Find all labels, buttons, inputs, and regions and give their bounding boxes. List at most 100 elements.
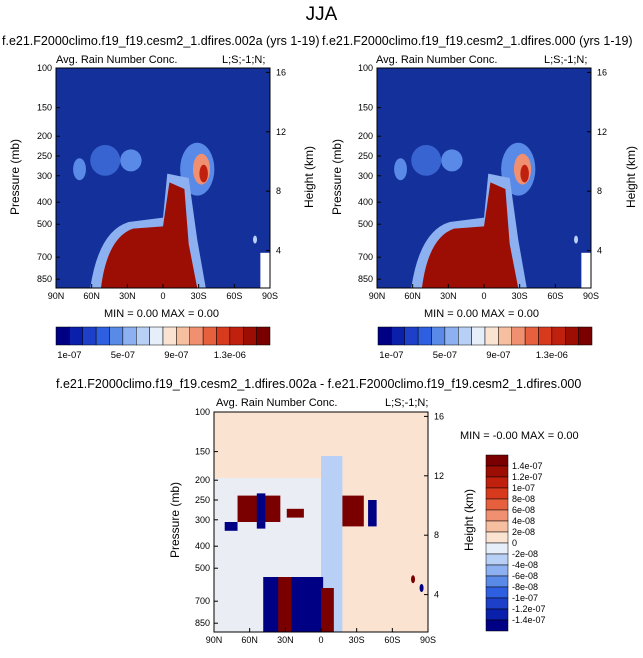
colorbar-swatch xyxy=(485,553,509,566)
y-tick-label: 850 xyxy=(195,618,210,628)
y-right-tick-label: 12 xyxy=(434,471,444,481)
colorbar-swatch xyxy=(485,465,509,478)
y-tick-label: 500 xyxy=(195,563,210,573)
y-tick-label: 500 xyxy=(37,219,52,229)
colorbar-swatch xyxy=(485,619,509,632)
panel2-field: 90N 60N 30N 0 30S 60S 90S 100 150 200 250 300 400 500… xyxy=(358,63,607,301)
colorbar-swatch xyxy=(256,326,271,346)
y-right-tick-label: 8 xyxy=(434,530,439,540)
field-blob xyxy=(394,158,407,181)
y-tick-label: 100 xyxy=(37,63,52,73)
y-tick-label: 250 xyxy=(195,495,210,505)
y-tick-label: 700 xyxy=(195,596,210,606)
y-tick-label: 250 xyxy=(37,151,52,161)
panel1-title: f.e21.F2000climo.f19_f19.cesm2_1.dfires.… xyxy=(2,34,320,48)
colorbar-label: 5e-07 xyxy=(433,350,457,361)
colorbar-swatch xyxy=(485,586,509,599)
panel2-subtitle-right: L;S;-1;N; xyxy=(544,54,588,66)
panel2-stats: MIN = 0.00 MAX = 0.00 xyxy=(424,308,539,320)
y-tick-label: 150 xyxy=(358,103,373,113)
colorbar-label: 2e-08 xyxy=(512,527,535,537)
panel2-title: f.e21.F2000climo.f19_f19.cesm2_1.dfires.… xyxy=(322,34,633,48)
x-tick-label: 60S xyxy=(384,635,400,645)
y-right-tick-label: 4 xyxy=(597,246,602,256)
colorbar-swatch xyxy=(578,326,593,346)
x-tick-label: 0 xyxy=(318,635,323,645)
colorbar-label: 5e-07 xyxy=(111,350,135,361)
panel3-ylabel-right: Height (km) xyxy=(462,489,476,552)
y-right-tick-label: 8 xyxy=(276,186,281,196)
colorbar-swatch xyxy=(485,564,509,577)
x-tick-label: 60S xyxy=(547,291,563,301)
panel3-colorbar: 1.4e-071.2e-071e-078e-086e-084e-082e-080… xyxy=(485,454,546,632)
panel1-stats: MIN = 0.00 MAX = 0.00 xyxy=(104,308,219,320)
field-blob xyxy=(411,575,416,584)
field-blob xyxy=(73,158,86,181)
panel3-ylabel: Pressure (mb) xyxy=(168,482,182,559)
colorbar-swatch xyxy=(485,498,509,511)
field-missing xyxy=(260,252,270,288)
colorbar-label: -4e-08 xyxy=(512,560,538,570)
y-tick-label: 300 xyxy=(358,171,373,181)
colorbar-label: 1e-07 xyxy=(57,350,81,361)
y-tick-label: 700 xyxy=(37,252,52,262)
x-tick-label: 30N xyxy=(440,291,457,301)
x-tick-label: 0 xyxy=(481,291,486,301)
x-tick-label: 30N xyxy=(277,635,294,645)
x-tick-label: 90S xyxy=(262,291,278,301)
colorbar-label: 9e-07 xyxy=(164,350,188,361)
field-blob xyxy=(441,149,463,172)
x-tick-label: 60N xyxy=(404,291,421,301)
panel3-stats: MIN = -0.00 MAX = 0.00 xyxy=(460,430,579,442)
field-blob xyxy=(368,500,377,527)
colorbar-label: -8e-08 xyxy=(512,582,538,592)
colorbar-label: -1.2e-07 xyxy=(512,604,546,614)
y-tick-label: 100 xyxy=(358,63,373,73)
field-blob xyxy=(291,577,324,632)
colorbar-label: -6e-08 xyxy=(512,571,538,581)
y-tick-label: 850 xyxy=(358,274,373,284)
x-tick-label: 30S xyxy=(512,291,528,301)
field-blob xyxy=(286,508,304,518)
x-tick-label: 0 xyxy=(160,291,165,301)
field-blob xyxy=(278,577,292,632)
colorbar-swatch xyxy=(485,520,509,533)
x-tick-label: 90S xyxy=(583,291,599,301)
colorbar-label: 1.2e-07 xyxy=(512,472,543,482)
colorbar-label: 9e-07 xyxy=(486,350,510,361)
field-blob xyxy=(253,235,258,244)
y-tick-label: 850 xyxy=(37,274,52,284)
y-tick-label: 400 xyxy=(195,541,210,551)
colorbar-swatch xyxy=(485,454,509,467)
panel1-subtitle-left: Avg. Rain Number Conc. xyxy=(56,54,178,66)
y-tick-label: 200 xyxy=(195,475,210,485)
panel1-subtitle-right: L;S;-1;N; xyxy=(222,54,266,66)
field-blob xyxy=(421,182,519,288)
y-tick-label: 200 xyxy=(358,131,373,141)
x-tick-label: 90N xyxy=(48,291,65,301)
y-tick-label: 100 xyxy=(195,407,210,417)
panel3-title: f.e21.F2000climo.f19_f19.cesm2_1.dfires.… xyxy=(56,377,582,391)
colorbar-swatch xyxy=(485,608,509,621)
y-tick-label: 250 xyxy=(358,151,373,161)
colorbar-label: -1.4e-07 xyxy=(512,615,546,625)
y-right-tick-label: 16 xyxy=(597,67,607,77)
x-tick-label: 90N xyxy=(369,291,386,301)
y-tick-label: 400 xyxy=(358,197,373,207)
field-blob xyxy=(224,522,238,531)
field-blob xyxy=(520,164,529,183)
colorbar-label: 4e-08 xyxy=(512,516,535,526)
colorbar-label: 8e-08 xyxy=(512,494,535,504)
y-tick-label: 150 xyxy=(37,103,52,113)
field-blob xyxy=(411,145,442,176)
y-right-tick-label: 16 xyxy=(434,411,444,421)
colorbar-swatch xyxy=(485,575,509,588)
field-blob xyxy=(321,588,334,632)
y-tick-label: 500 xyxy=(358,219,373,229)
field-blob xyxy=(256,493,266,529)
colorbar-label: 6e-08 xyxy=(512,505,535,515)
y-tick-label: 700 xyxy=(358,252,373,262)
y-right-tick-label: 12 xyxy=(597,127,607,137)
y-tick-label: 300 xyxy=(37,171,52,181)
